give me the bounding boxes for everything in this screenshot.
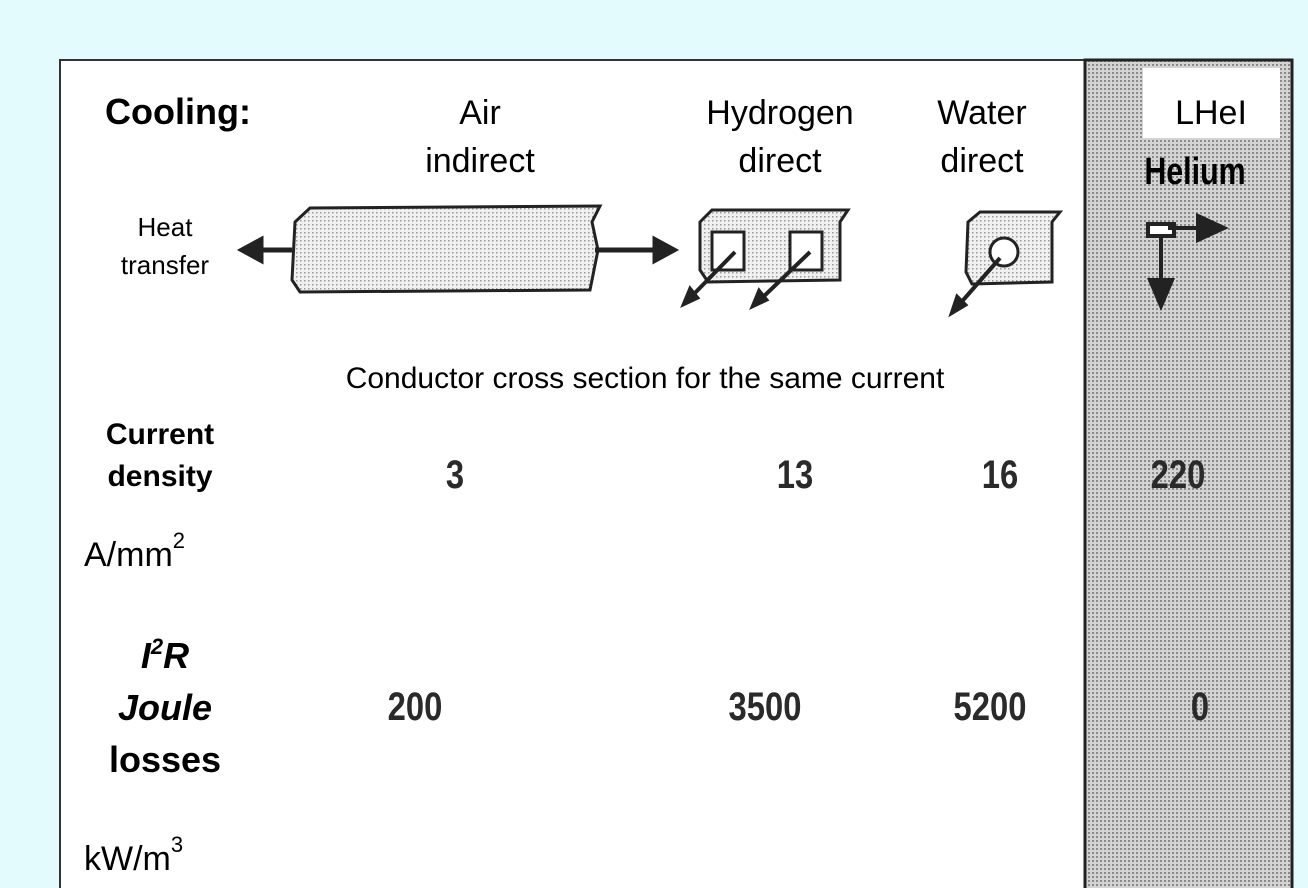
value: 220 bbox=[1151, 452, 1206, 497]
slide: Cooling: Air indirect Hydrogen direct Wa… bbox=[0, 0, 1308, 888]
value: 5200 bbox=[954, 684, 1027, 729]
value: 3 bbox=[446, 452, 464, 497]
row-label: transfer bbox=[121, 250, 209, 280]
column-header: Water bbox=[937, 94, 1026, 132]
unit-sup: 2 bbox=[173, 528, 185, 553]
row-label: Current bbox=[106, 418, 214, 451]
value: 13 bbox=[777, 452, 813, 497]
caption: Conductor cross section for the same cur… bbox=[346, 362, 945, 395]
row-label: losses bbox=[109, 739, 221, 780]
unit-sup: 3 bbox=[171, 832, 183, 857]
value: 200 bbox=[388, 684, 443, 729]
value: 0 bbox=[1191, 684, 1209, 729]
column-header: LHeI bbox=[1175, 94, 1247, 132]
row-label: density bbox=[107, 460, 212, 493]
value: 16 bbox=[982, 452, 1018, 497]
symbol-tail: R bbox=[163, 635, 189, 676]
row-label: Joule bbox=[118, 687, 212, 728]
value: 3500 bbox=[729, 684, 802, 729]
cooling-label: Cooling: bbox=[105, 91, 251, 132]
column-header: indirect bbox=[425, 142, 535, 180]
column-header: Air bbox=[459, 94, 501, 132]
unit-base: A/mm bbox=[84, 536, 173, 574]
column-header: Helium bbox=[1144, 151, 1245, 193]
unit-base: kW/m bbox=[84, 840, 171, 878]
column-header: Hydrogen bbox=[706, 94, 853, 132]
column-header: direct bbox=[940, 142, 1024, 180]
row-symbol: I2R bbox=[141, 634, 189, 676]
row-label: Heat bbox=[138, 212, 194, 242]
symbol-sup: 2 bbox=[150, 634, 164, 659]
column-header: direct bbox=[738, 142, 822, 180]
